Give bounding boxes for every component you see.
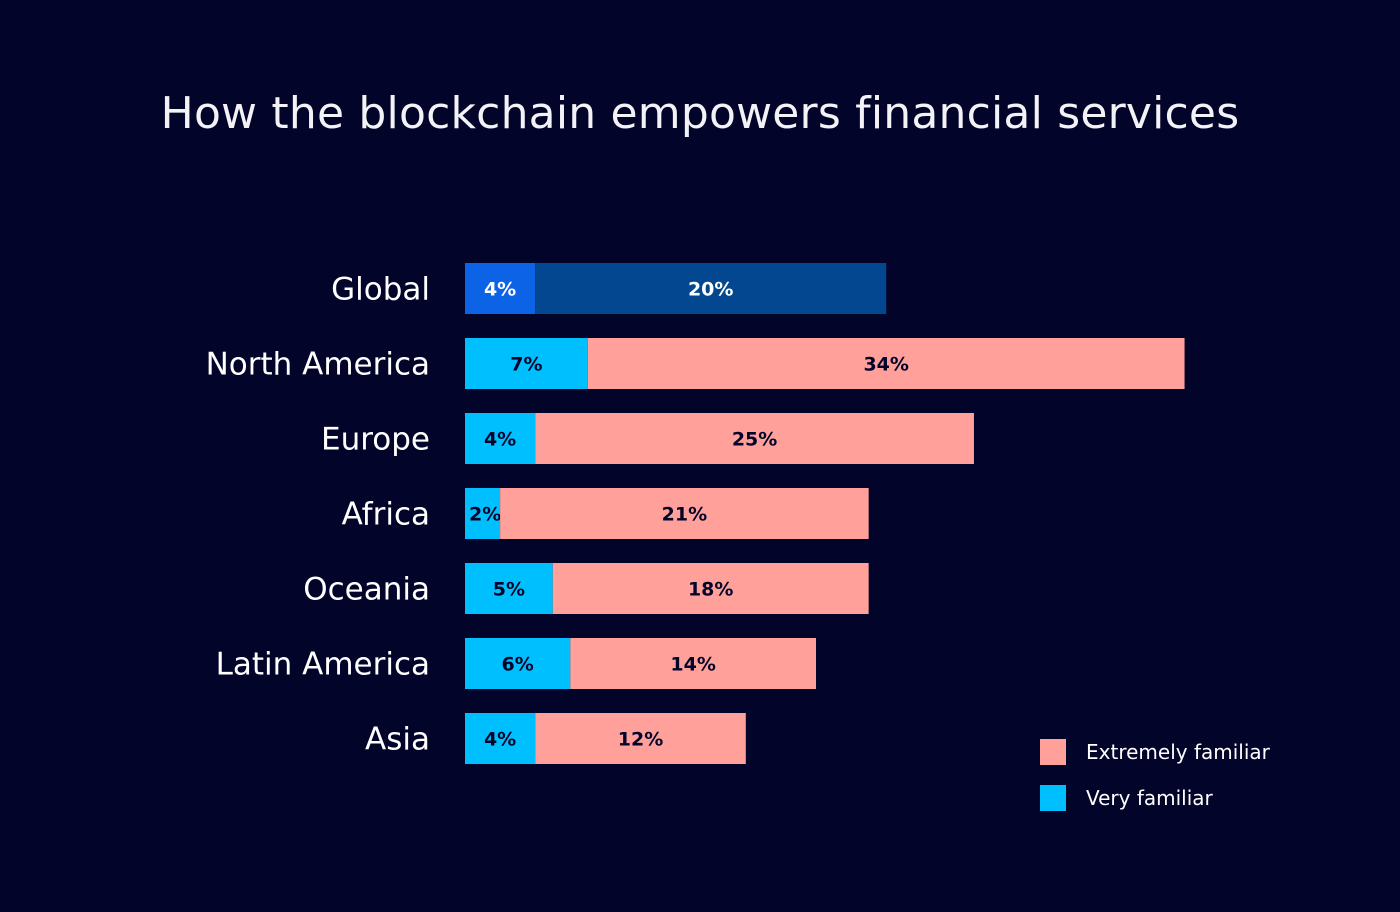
category-label-global: Global [331,272,430,308]
bar-north-america-very-familiar [465,338,588,389]
legend: Extremely familiar Very familiar [1040,738,1270,830]
bar-global-extremely-familiar [535,263,887,314]
legend-swatch-very-familiar [1040,785,1066,811]
value-label-europe-extremely-familiar: 25% [732,429,777,451]
bar-asia-extremely-familiar [535,713,746,764]
value-label-africa-extremely-familiar: 21% [662,504,707,526]
bar-africa-extremely-familiar [500,488,869,539]
value-label-global-extremely-familiar: 20% [688,279,733,301]
bar-oceania-very-familiar [465,563,553,614]
category-label-north-america: North America [206,347,430,383]
value-label-asia-extremely-familiar: 12% [618,729,663,751]
value-label-north-america-very-familiar: 7% [510,354,542,376]
legend-label-very-familiar: Very familiar [1086,786,1213,810]
value-label-africa-very-familiar: 2% [469,504,501,526]
category-label-africa: Africa [342,497,430,533]
legend-item-extremely-familiar: Extremely familiar [1040,738,1270,766]
bar-global-very-familiar [465,263,536,314]
category-label-oceania: Oceania [303,572,430,608]
legend-label-extremely-familiar: Extremely familiar [1086,740,1270,764]
value-label-asia-very-familiar: 4% [484,729,516,751]
value-label-oceania-very-familiar: 5% [493,579,525,601]
value-label-global-very-familiar: 4% [484,279,516,301]
category-label-asia: Asia [365,722,430,758]
chart-title: How the blockchain empowers financial se… [160,88,1240,139]
bar-africa-very-familiar [465,488,501,539]
bar-asia-very-familiar [465,713,536,764]
category-label-europe: Europe [321,422,430,458]
bar-latin-america-very-familiar [465,638,571,689]
legend-swatch-extremely-familiar [1040,739,1066,765]
bar-north-america-extremely-familiar [587,338,1185,389]
bar-latin-america-extremely-familiar [570,638,816,689]
legend-item-very-familiar: Very familiar [1040,784,1270,812]
value-label-oceania-extremely-familiar: 18% [688,579,733,601]
value-label-europe-very-familiar: 4% [484,429,516,451]
bar-europe-extremely-familiar [535,413,974,464]
value-label-latin-america-extremely-familiar: 14% [670,654,715,676]
bar-europe-very-familiar [465,413,536,464]
value-label-north-america-extremely-familiar: 34% [863,354,908,376]
bar-oceania-extremely-familiar [552,563,869,614]
category-label-latin-america: Latin America [216,647,430,683]
value-label-latin-america-very-familiar: 6% [502,654,534,676]
